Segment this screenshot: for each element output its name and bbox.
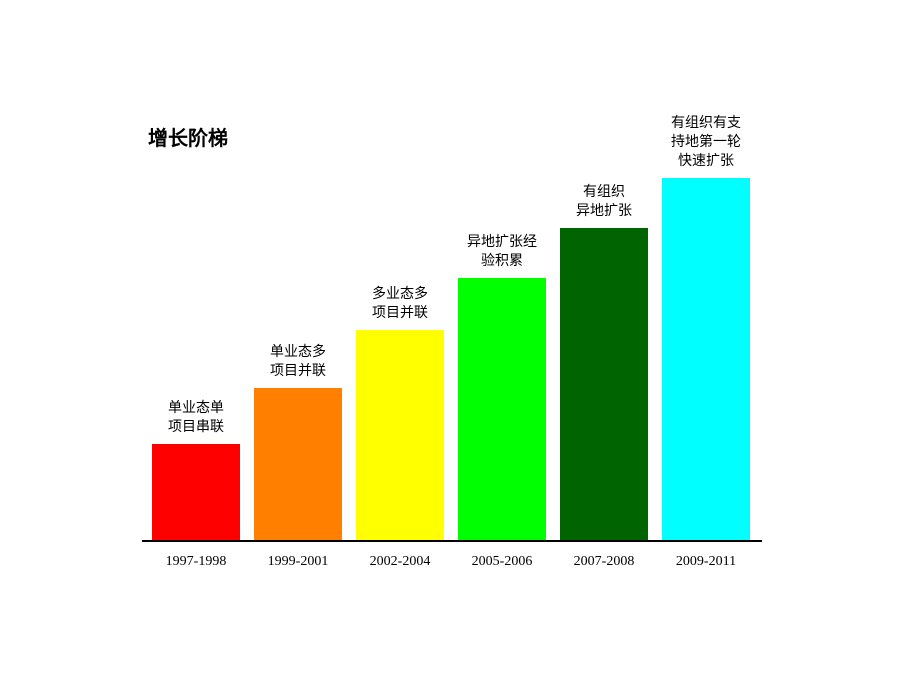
x-axis-label: 2002-2004 xyxy=(356,554,444,570)
bar-label: 多业态多 项目并联 xyxy=(356,286,444,324)
x-axis-label: 2009-2011 xyxy=(662,554,750,570)
bar: 有组织 异地扩张 xyxy=(560,228,648,540)
x-axis xyxy=(142,540,762,542)
x-axis-label: 2005-2006 xyxy=(458,554,546,570)
slide-canvas: { "title": { "text": "增长阶梯", "fontsize":… xyxy=(2,2,918,688)
bar-label: 单业态多 项目并联 xyxy=(254,344,342,382)
bar-label: 单业态单 项目串联 xyxy=(152,400,240,438)
bar-label: 异地扩张经 验积累 xyxy=(458,234,546,272)
bar: 有组织有支 持地第一轮 快速扩张 xyxy=(662,178,750,540)
bar: 单业态多 项目并联 xyxy=(254,388,342,540)
bar: 异地扩张经 验积累 xyxy=(458,278,546,540)
x-axis-label: 2007-2008 xyxy=(560,554,648,570)
bar-label: 有组织 异地扩张 xyxy=(560,184,648,222)
bar-label: 有组织有支 持地第一轮 快速扩张 xyxy=(662,115,750,172)
bar: 单业态单 项目串联 xyxy=(152,444,240,540)
chart-title: 增长阶梯 xyxy=(148,122,228,151)
x-axis-label: 1997-1998 xyxy=(152,554,240,570)
bar: 多业态多 项目并联 xyxy=(356,330,444,540)
x-axis-label: 1999-2001 xyxy=(254,554,342,570)
chart-area: 单业态单 项目串联1997-1998单业态多 项目并联1999-2001多业态多… xyxy=(142,172,762,542)
